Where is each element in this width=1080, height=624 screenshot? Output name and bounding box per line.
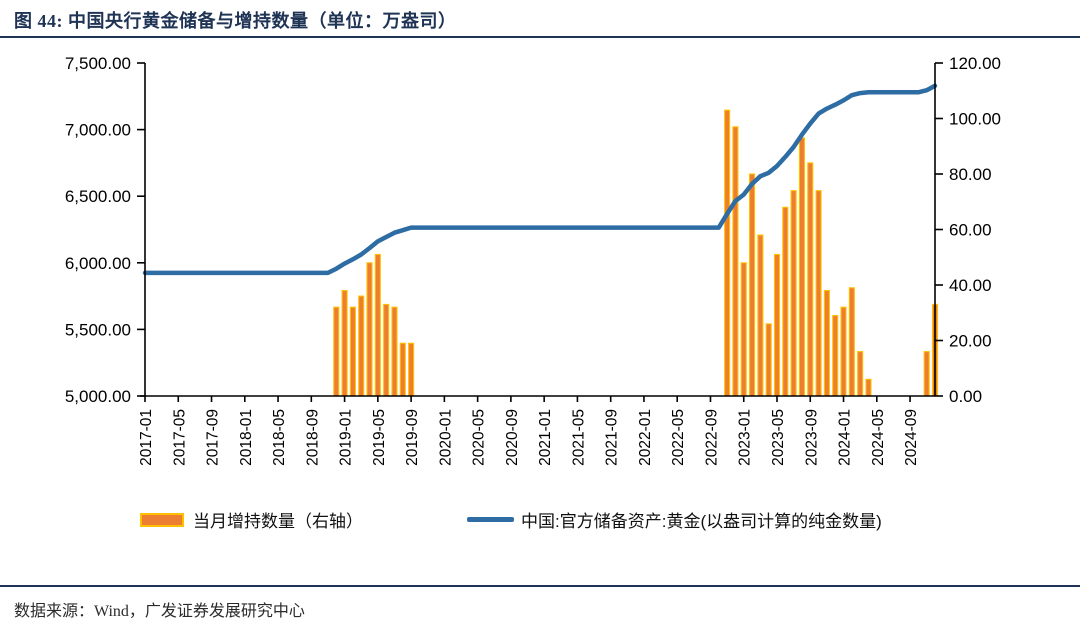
x-axis-label: 2019-01 <box>338 409 355 466</box>
bar-month-27 <box>366 262 373 397</box>
x-axis-label: 2022-09 <box>703 409 720 466</box>
x-axis-label: 2024-01 <box>837 409 854 466</box>
x-axis-label: 2020-09 <box>504 409 521 466</box>
right-axis-label: 80.00 <box>949 165 992 184</box>
footer-divider <box>0 585 1080 587</box>
bar-month-81 <box>815 190 822 397</box>
bar-month-26 <box>358 295 365 397</box>
bar-month-29 <box>383 303 390 397</box>
x-axis-label: 2023-09 <box>803 409 820 466</box>
chart-legend: 当月增持数量（右轴） 中国:官方储备资产:黄金(以盎司计算的纯金数量) <box>140 507 882 532</box>
left-axis-label: 5,500.00 <box>65 320 131 339</box>
bar-month-87 <box>865 378 872 397</box>
bar-month-73 <box>748 173 756 397</box>
x-axis-label: 2023-01 <box>737 409 754 466</box>
x-axis-label: 2021-09 <box>604 409 621 466</box>
bar-month-31 <box>399 342 406 397</box>
chart-area: 7,500.00 7,000.00 6,500.00 6,000.00 5,500.00… <box>0 45 1080 503</box>
x-axis-label: 2017-01 <box>138 409 155 466</box>
bar-month-77 <box>782 206 789 397</box>
x-axis-label: 2017-09 <box>205 409 222 466</box>
legend-item-line: 中国:官方储备资产:黄金(以盎司计算的纯金数量) <box>467 507 882 532</box>
left-axis-label: 5,000.00 <box>65 387 131 406</box>
bar-series-swatch <box>140 512 184 527</box>
left-axis-label: 6,500.00 <box>65 187 131 206</box>
bar-month-94 <box>923 351 930 397</box>
bar-month-23 <box>333 306 340 397</box>
x-axis-label: 2023-05 <box>770 409 787 466</box>
left-axis-label: 6,000.00 <box>65 254 131 273</box>
legend-item-bars: 当月增持数量（右轴） <box>140 507 363 532</box>
bar-month-76 <box>773 253 781 397</box>
x-axis-label: 2022-01 <box>637 409 654 466</box>
legend-bars-label: 当月增持数量（右轴） <box>193 512 363 531</box>
bar-month-84 <box>840 306 847 397</box>
figure-title: 图 44: 中国央行黄金储备与增持数量（单位：万盎司） <box>14 11 457 31</box>
bar-month-74 <box>757 234 764 397</box>
bar-month-83 <box>832 314 839 397</box>
left-axis-label: 7,000.00 <box>65 121 131 140</box>
reserves-line <box>142 83 938 276</box>
x-axis-label: 2018-01 <box>238 409 255 466</box>
bar-month-25 <box>349 306 356 397</box>
bar-month-79 <box>798 137 806 397</box>
x-axis-label: 2018-05 <box>271 409 288 466</box>
bar-month-82 <box>823 290 830 397</box>
x-axis-label: 2018-09 <box>304 409 321 466</box>
bar-month-86 <box>857 351 864 397</box>
x-axis-label: 2020-05 <box>471 409 488 466</box>
right-axis-label: 60.00 <box>949 221 992 240</box>
x-axis-label: 2020-01 <box>437 409 454 466</box>
bar-month-30 <box>391 306 398 397</box>
bar-month-24 <box>341 290 348 397</box>
bar-month-80 <box>807 162 814 397</box>
right-axis-label: 120.00 <box>949 54 1001 73</box>
bar-month-78 <box>790 190 797 397</box>
x-axis-label: 2021-01 <box>537 409 554 466</box>
x-axis-label: 2019-09 <box>404 409 421 466</box>
bar-month-75 <box>765 323 772 397</box>
right-axis-label: 100.00 <box>949 110 1001 129</box>
legend-line-label: 中国:官方储备资产:黄金(以盎司计算的纯金数量) <box>521 512 882 531</box>
right-axis-label: 40.00 <box>949 276 992 295</box>
bar-month-70 <box>724 109 731 397</box>
bar-month-71 <box>732 126 739 397</box>
right-axis-label: 20.00 <box>949 332 992 351</box>
x-axis-label: 2017-05 <box>171 409 188 466</box>
left-axis-label: 7,500.00 <box>65 54 131 73</box>
title-divider <box>0 36 1080 38</box>
chart-canvas: 7,500.00 7,000.00 6,500.00 6,000.00 5,500.00… <box>65 54 1001 466</box>
line-series-swatch <box>467 517 514 522</box>
data-source: 数据来源：Wind，广发证券发展研究中心 <box>14 603 305 620</box>
x-axis-label: 2022-05 <box>670 409 687 466</box>
bar-month-28 <box>374 253 381 397</box>
x-axis-label: 2024-05 <box>870 409 887 466</box>
x-axis-label: 2019-05 <box>371 409 388 466</box>
bar-month-72 <box>740 262 747 397</box>
x-axis-label: 2021-05 <box>570 409 587 466</box>
bar-month-85 <box>848 287 855 397</box>
bar-month-32 <box>408 342 415 397</box>
x-axis-label: 2024-09 <box>903 409 920 466</box>
right-axis-label: 0.00 <box>949 387 982 406</box>
